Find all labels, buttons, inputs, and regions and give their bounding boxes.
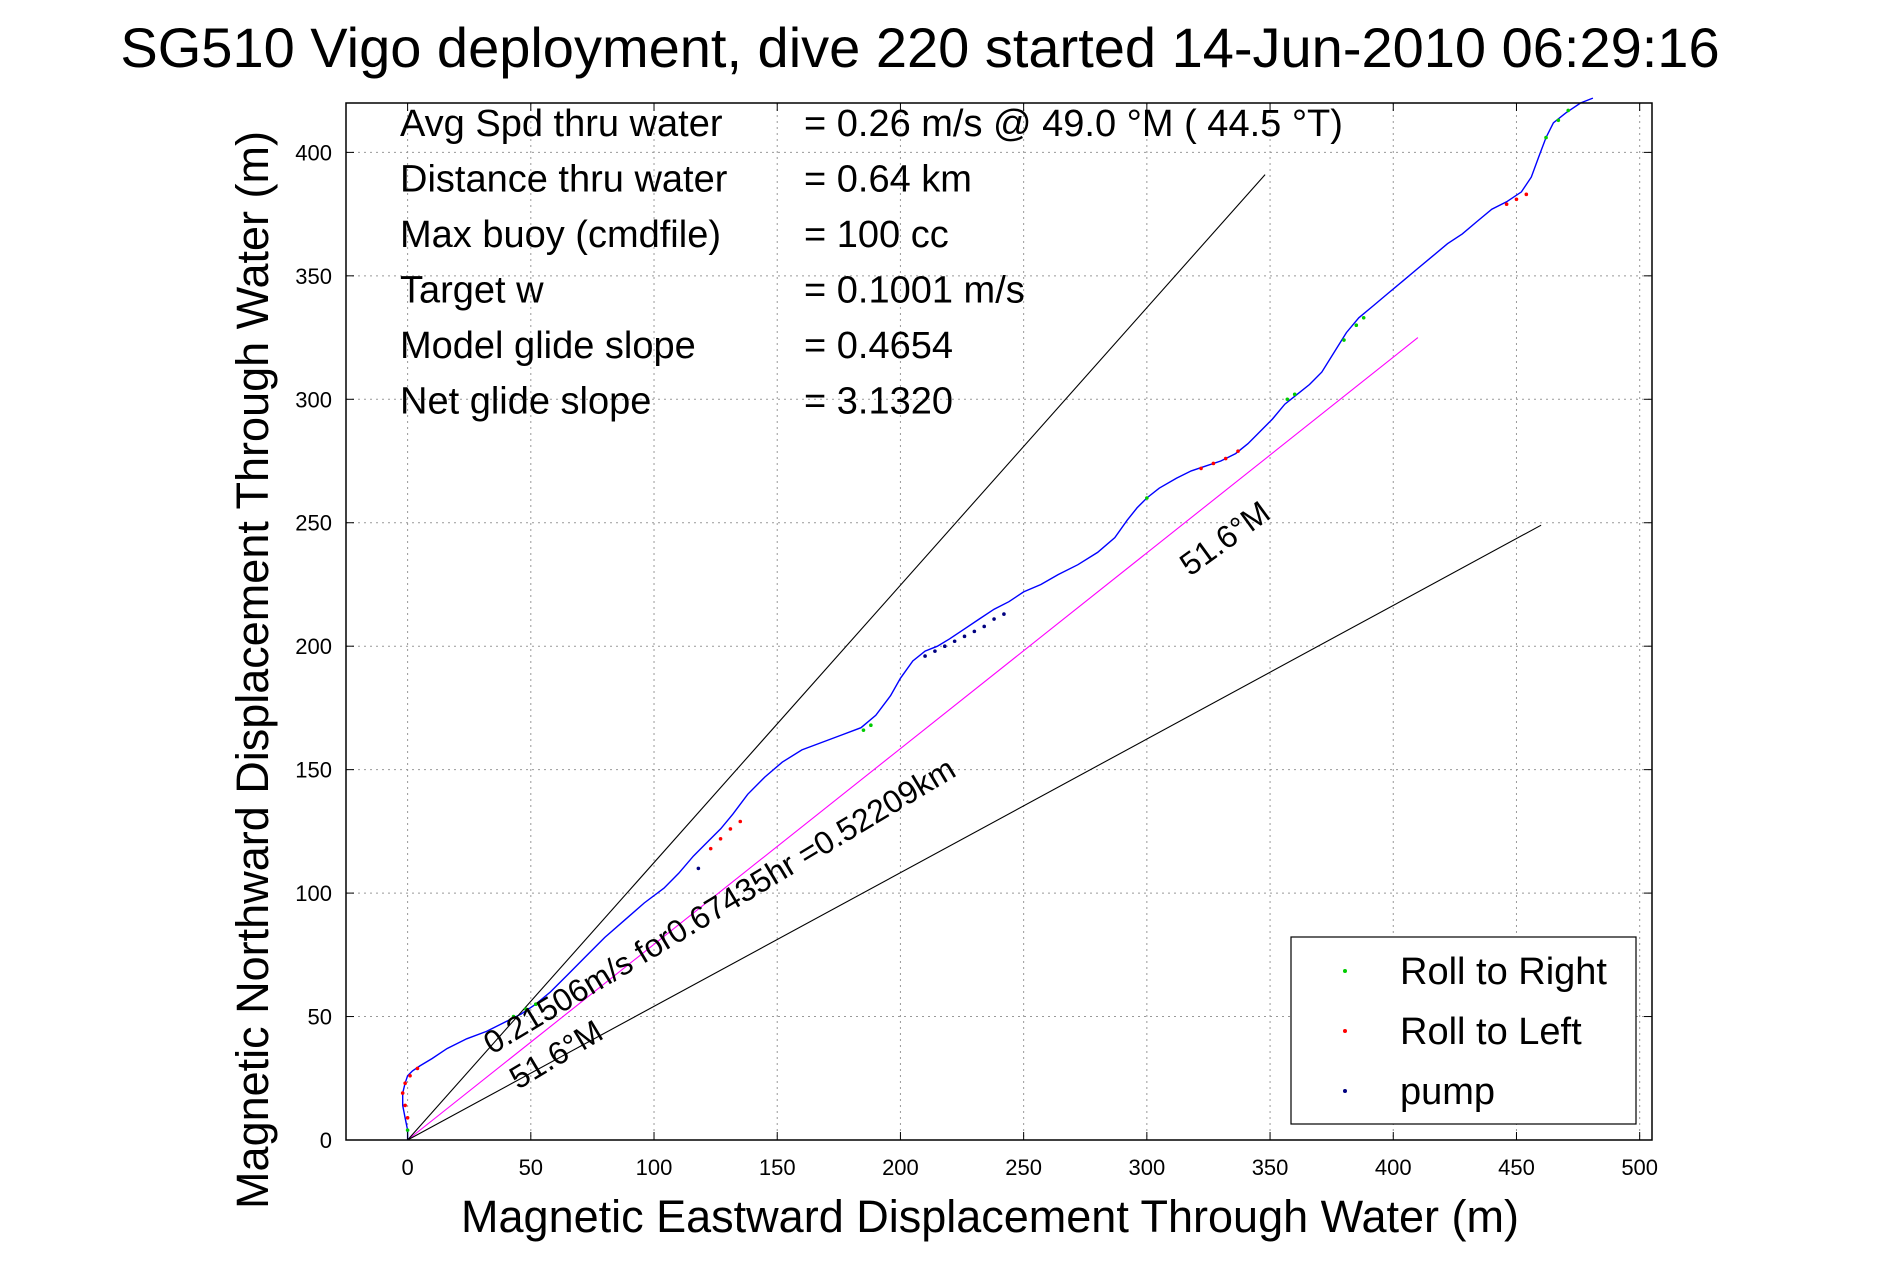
series-net-course — [407, 337, 1419, 1141]
info-label: Target w — [400, 270, 544, 312]
y-tick-label: 350 — [295, 264, 332, 289]
marker-roll-left — [400, 1091, 405, 1095]
x-tick-label: 300 — [1128, 1155, 1165, 1180]
legend-label: pump — [1400, 1071, 1495, 1113]
marker-pump — [923, 654, 927, 658]
y-tick-label: 0 — [320, 1128, 332, 1153]
x-tick-label: 150 — [759, 1155, 796, 1180]
marker-pump — [962, 634, 967, 639]
marker-roll-right — [869, 723, 873, 727]
marker-pump — [933, 649, 937, 653]
info-label: Model glide slope — [400, 325, 696, 367]
marker-roll-left — [1514, 197, 1519, 202]
x-tick-label: 50 — [519, 1155, 543, 1180]
plot-frame — [345, 102, 1653, 1141]
marker-roll-left — [1504, 202, 1509, 207]
marker-roll-left — [415, 1066, 420, 1071]
marker-pump — [696, 866, 701, 871]
legend-marker — [1343, 1089, 1347, 1093]
marker-roll-right — [1145, 496, 1149, 500]
marker-roll-left — [1199, 466, 1203, 471]
y-axis-label: Magnetic Northward Displacement Through … — [227, 131, 278, 1209]
info-label: Distance thru water — [400, 159, 728, 201]
y-tick-label: 150 — [295, 758, 332, 783]
x-tick-label: 500 — [1621, 1155, 1658, 1180]
marker-roll-right — [524, 1007, 528, 1011]
series-guide-upper — [407, 174, 1266, 1141]
legend-label: Roll to Left — [1400, 1011, 1582, 1053]
marker-roll-left — [1236, 449, 1240, 453]
marker-roll-right — [1566, 108, 1571, 113]
info-value: = 3.1320 — [804, 381, 953, 423]
legend-box — [1290, 936, 1637, 1125]
x-tick-label: 250 — [1005, 1155, 1042, 1180]
series-lines — [402, 97, 1594, 1141]
info-value: = 0.1001 m/s — [804, 270, 1025, 312]
info-value: = 0.26 m/s @ 49.0 °M ( 44.5 °T) — [804, 103, 1343, 145]
series-guide-lower — [407, 524, 1542, 1141]
marker-roll-left — [738, 819, 743, 824]
info-value: = 0.64 km — [804, 159, 972, 201]
marker-pump — [952, 639, 957, 644]
info-label: Avg Spd thru water — [400, 103, 723, 145]
marker-roll-left — [1223, 456, 1228, 461]
legend-label: Roll to Right — [1400, 951, 1607, 993]
marker-roll-left — [403, 1081, 407, 1086]
marker-pump — [992, 617, 996, 621]
info-value: = 0.4654 — [804, 325, 953, 367]
marker-roll-left — [718, 836, 723, 841]
marker-roll-left — [728, 827, 733, 831]
info-block: Avg Spd thru water = 0.26 m/s @ 49.0 °M (… — [400, 103, 1343, 423]
marker-roll-left — [1524, 192, 1529, 197]
series-track — [402, 97, 1594, 1140]
info-label: Net glide slope — [400, 381, 651, 423]
y-tick-label: 250 — [295, 511, 332, 536]
marker-roll-left — [403, 1103, 407, 1108]
x-tick-label: 100 — [636, 1155, 673, 1180]
y-tick-label: 50 — [308, 1005, 332, 1030]
y-tick-label: 400 — [295, 140, 332, 165]
marker-roll-right — [1285, 397, 1290, 402]
marker-roll-right — [1342, 338, 1346, 342]
marker-pump — [942, 644, 947, 648]
y-tick-label: 300 — [295, 387, 332, 412]
info-value: = 100 cc — [804, 214, 949, 256]
x-axis-label: Magnetic Eastward Displacement Through W… — [461, 1191, 1519, 1242]
marker-pump — [982, 624, 987, 629]
marker-roll-right — [1544, 135, 1548, 140]
y-tick-label: 100 — [295, 881, 332, 906]
marker-roll-right — [1292, 392, 1297, 397]
x-tick-label: 350 — [1252, 1155, 1289, 1180]
legend-marker — [1343, 969, 1347, 973]
marker-roll-left — [708, 846, 713, 851]
marker-pump — [972, 629, 977, 634]
x-tick-label: 0 — [401, 1155, 413, 1180]
marker-roll-right — [1556, 118, 1561, 123]
marker-roll-right — [861, 728, 866, 732]
y-tick-label: 200 — [295, 634, 332, 659]
x-tick-label: 400 — [1375, 1155, 1412, 1180]
marker-roll-left — [405, 1115, 410, 1120]
legend-marker — [1343, 1029, 1347, 1033]
x-tick-label: 450 — [1498, 1155, 1535, 1180]
ticks: 0 50 100 150 200 250 300 350 400 450 500 0 50 100 150 2… — [295, 103, 1658, 1180]
marker-roll-right — [511, 1014, 516, 1019]
legend: Roll to Right Roll to Left pump — [1290, 936, 1637, 1125]
chart-title: SG510 Vigo deployment, dive 220 started … — [120, 16, 1719, 79]
marker-roll-right — [1361, 316, 1366, 320]
marker-roll-left — [1211, 461, 1216, 466]
marker-roll-left — [408, 1074, 412, 1078]
marker-roll-right — [1354, 323, 1359, 328]
marker-roll-right — [405, 1128, 410, 1132]
x-tick-label: 200 — [882, 1155, 919, 1180]
marker-roll-right — [533, 1002, 538, 1007]
info-label: Max buoy (cmdfile) — [400, 214, 721, 256]
marker-pump — [1002, 612, 1006, 616]
markers — [400, 108, 1571, 1132]
